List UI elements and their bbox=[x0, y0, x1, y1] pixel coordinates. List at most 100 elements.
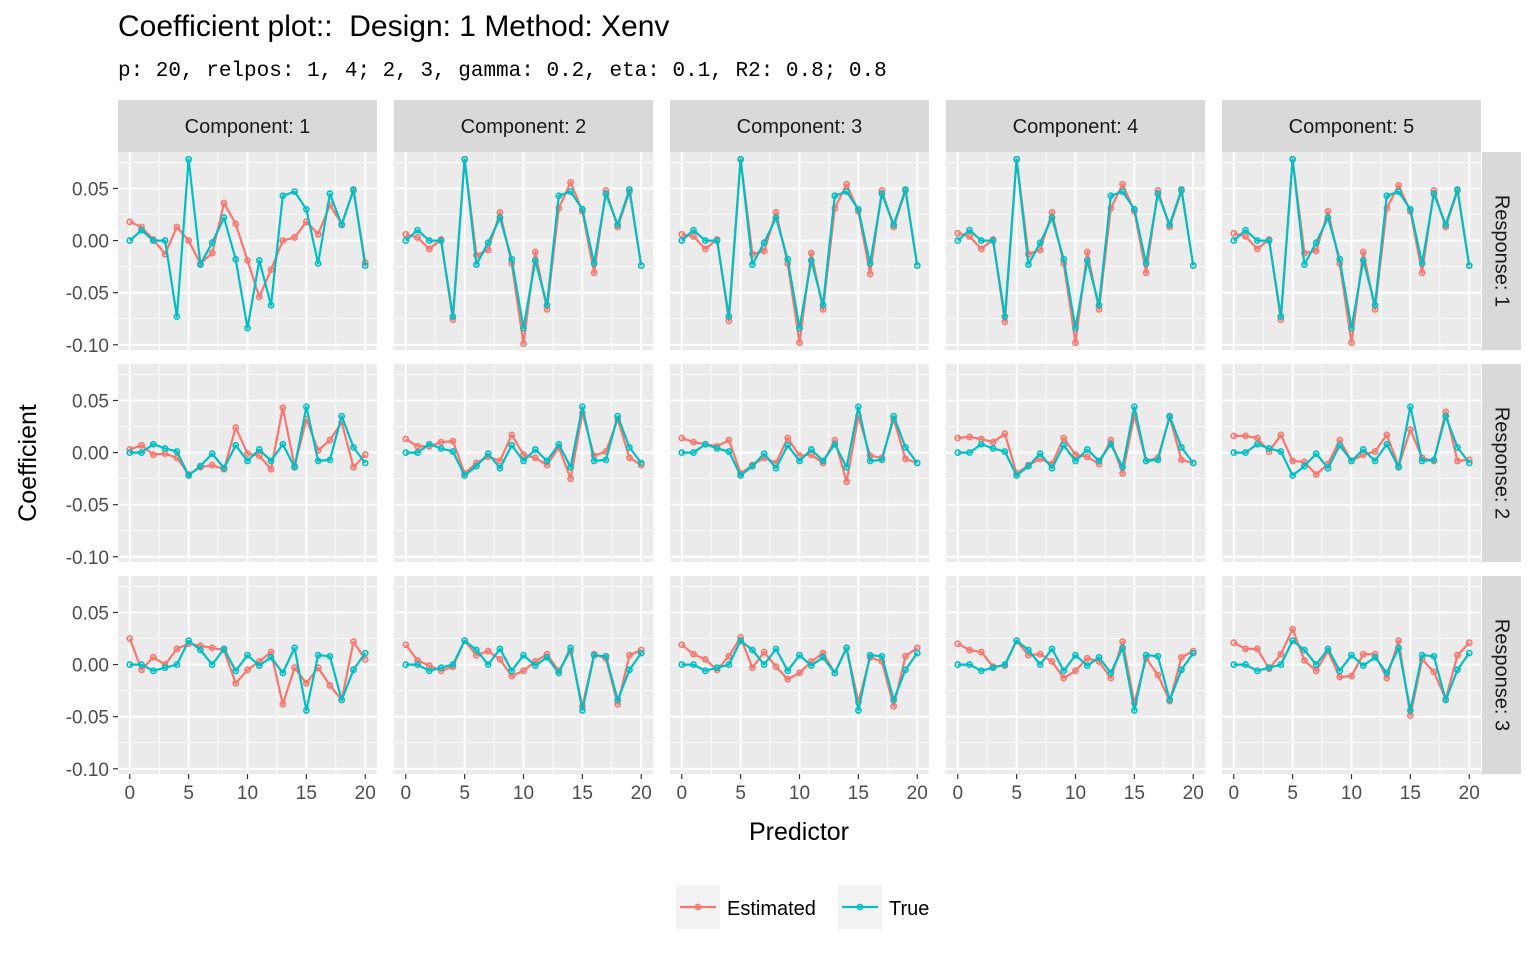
point-true bbox=[425, 237, 433, 244]
point-true bbox=[1189, 459, 1197, 467]
point-true bbox=[1048, 645, 1056, 653]
facet-panel bbox=[946, 576, 1205, 774]
point-true bbox=[749, 646, 756, 654]
point-true bbox=[1289, 472, 1297, 479]
point-true bbox=[1166, 696, 1174, 704]
facet-panel bbox=[118, 364, 377, 562]
point-true bbox=[977, 237, 985, 244]
point-true bbox=[1036, 661, 1044, 668]
point-estimated bbox=[1312, 667, 1320, 675]
point-true bbox=[1324, 214, 1332, 222]
axes: 0 5 10 15 20 0 5 10 15 20 0 5 10 15 20 0 5 10 15 20 0 5 10 15 20… bbox=[66, 179, 1480, 804]
point-true bbox=[1348, 651, 1355, 659]
facet-panel bbox=[118, 576, 377, 774]
point-true bbox=[1166, 221, 1174, 229]
point-estimated bbox=[1289, 457, 1297, 465]
point-true bbox=[749, 261, 756, 268]
series-line-true bbox=[957, 158, 1195, 330]
point-estimated bbox=[1301, 657, 1308, 664]
point-true bbox=[913, 262, 921, 269]
point-estimated bbox=[1383, 431, 1391, 439]
point-estimated bbox=[1230, 432, 1238, 440]
point-true bbox=[977, 667, 985, 675]
point-true bbox=[1013, 155, 1021, 163]
point-true bbox=[1025, 462, 1032, 470]
point-estimated bbox=[1312, 247, 1320, 255]
point-true bbox=[149, 440, 157, 448]
point-estimated bbox=[414, 657, 421, 664]
point-estimated bbox=[701, 655, 709, 663]
point-estimated bbox=[567, 475, 574, 483]
legend: Estimated True bbox=[676, 885, 929, 929]
point-estimated bbox=[626, 454, 633, 462]
point-estimated bbox=[690, 650, 697, 658]
y-tick-label: 0.00 bbox=[72, 656, 109, 677]
point-true bbox=[425, 440, 433, 448]
point-estimated bbox=[701, 245, 709, 253]
point-estimated bbox=[126, 635, 134, 642]
point-estimated bbox=[1060, 674, 1068, 682]
point-true bbox=[678, 449, 686, 456]
point-estimated bbox=[725, 436, 733, 444]
point-true bbox=[1465, 262, 1473, 269]
point-true bbox=[1442, 696, 1450, 704]
point-true bbox=[1430, 652, 1438, 660]
point-true bbox=[173, 661, 181, 668]
point-estimated bbox=[590, 269, 598, 277]
point-true bbox=[1025, 261, 1032, 268]
point-true bbox=[567, 188, 574, 195]
point-estimated bbox=[402, 435, 410, 443]
series-line-true bbox=[957, 639, 1195, 712]
point-estimated bbox=[1289, 625, 1297, 633]
point-true bbox=[1142, 457, 1150, 465]
point-true bbox=[291, 644, 298, 652]
point-true bbox=[1025, 646, 1032, 654]
point-true bbox=[977, 440, 985, 448]
point-estimated bbox=[1036, 246, 1044, 254]
point-true bbox=[326, 652, 334, 660]
point-estimated bbox=[496, 655, 504, 663]
point-true bbox=[232, 667, 240, 675]
point-true bbox=[449, 448, 457, 455]
point-estimated bbox=[902, 652, 909, 660]
point-true bbox=[350, 666, 357, 674]
point-estimated bbox=[725, 652, 733, 660]
point-estimated bbox=[678, 434, 686, 442]
column-strip bbox=[394, 100, 653, 152]
point-estimated bbox=[279, 237, 287, 244]
point-true bbox=[1383, 192, 1391, 200]
facet-panel bbox=[1222, 152, 1481, 350]
point-estimated bbox=[361, 655, 369, 663]
point-true bbox=[1359, 446, 1367, 453]
point-true bbox=[796, 324, 803, 332]
point-estimated bbox=[244, 256, 251, 264]
point-estimated bbox=[1119, 470, 1126, 477]
point-true bbox=[1312, 661, 1320, 668]
point-estimated bbox=[232, 220, 240, 228]
point-estimated bbox=[819, 305, 827, 313]
series-line-true bbox=[957, 405, 1195, 477]
point-estimated bbox=[531, 658, 539, 665]
point-true bbox=[819, 301, 827, 309]
point-true bbox=[138, 449, 145, 456]
point-estimated bbox=[1371, 448, 1379, 455]
x-tick-label: 5 bbox=[1011, 783, 1022, 804]
point-true bbox=[843, 644, 850, 652]
point-estimated bbox=[1371, 305, 1379, 313]
point-true bbox=[1242, 226, 1249, 234]
point-true bbox=[1289, 637, 1297, 645]
point-true bbox=[913, 649, 921, 657]
point-estimated bbox=[208, 461, 216, 469]
x-tick-label: 10 bbox=[513, 783, 534, 804]
point-true bbox=[866, 457, 874, 465]
column-strip bbox=[946, 100, 1205, 152]
point-true bbox=[255, 662, 263, 670]
point-true bbox=[244, 651, 251, 659]
point-estimated bbox=[279, 404, 287, 412]
point-estimated bbox=[232, 424, 240, 431]
point-true bbox=[1454, 443, 1461, 451]
point-true bbox=[678, 661, 686, 668]
point-true bbox=[1048, 214, 1056, 222]
point-true bbox=[1465, 459, 1473, 467]
point-true bbox=[350, 443, 357, 451]
